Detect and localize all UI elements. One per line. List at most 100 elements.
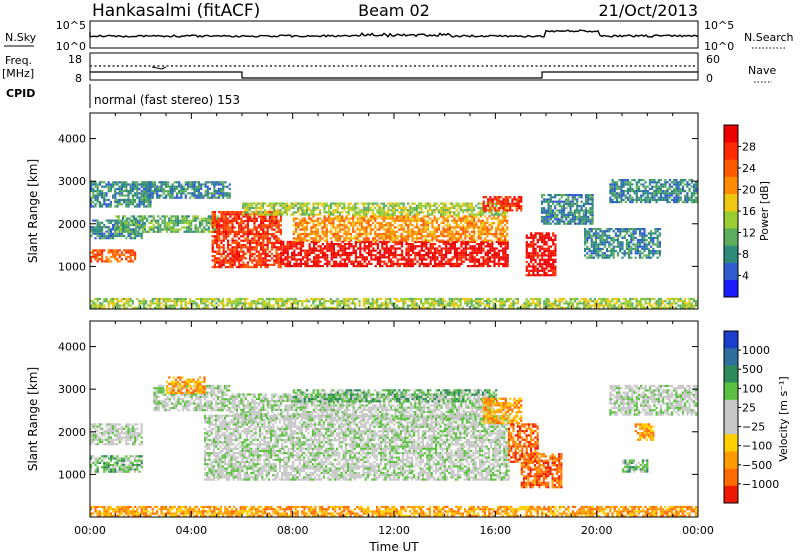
power-cell	[341, 217, 344, 220]
power-cell	[639, 245, 642, 248]
power-cell	[545, 216, 548, 219]
power-cell	[299, 258, 302, 261]
power-cell	[659, 183, 663, 186]
power-cell	[389, 204, 392, 207]
power-cell	[207, 230, 210, 233]
power-cell	[370, 254, 373, 257]
power-cell	[107, 251, 110, 254]
power-cell	[462, 217, 465, 220]
power-cell	[415, 211, 418, 214]
power-cell	[591, 216, 594, 219]
power-cell	[198, 221, 202, 225]
power-cell	[440, 202, 443, 205]
power-cell	[134, 237, 137, 240]
power-cell	[197, 183, 201, 186]
power-cell	[305, 202, 308, 205]
power-cell	[112, 196, 115, 199]
power-cell	[303, 228, 306, 231]
power-cell	[123, 249, 126, 252]
power-cell	[347, 209, 350, 212]
power-cell	[337, 251, 340, 254]
power-cell	[313, 251, 316, 254]
power-cell	[312, 224, 315, 227]
power-cell	[290, 204, 293, 207]
power-cell	[148, 230, 151, 233]
power-cell	[147, 194, 150, 197]
power-cell	[197, 187, 201, 190]
power-cell	[339, 254, 342, 257]
power-cell	[425, 262, 428, 265]
power-cell	[525, 256, 528, 259]
power-cell	[453, 265, 456, 268]
power-cell	[229, 252, 232, 255]
power-cell	[124, 215, 127, 218]
power-cell	[92, 194, 95, 197]
power-cell	[292, 211, 295, 214]
power-cell	[426, 219, 430, 222]
power-cell	[502, 256, 505, 259]
power-cell	[611, 181, 614, 184]
power-cell	[217, 190, 220, 193]
power-cell	[582, 218, 585, 221]
power-cell	[98, 258, 101, 261]
power-cell	[129, 232, 132, 235]
power-cell	[367, 232, 370, 236]
power-cell	[101, 251, 104, 254]
power-cell	[220, 261, 223, 264]
power-cell	[367, 226, 370, 229]
power-cell	[124, 224, 127, 227]
power-cell	[224, 226, 227, 229]
power-cell	[216, 235, 219, 238]
power-cell	[547, 220, 550, 223]
power-cell	[664, 183, 667, 186]
power-cell	[391, 235, 394, 238]
power-cell	[218, 228, 221, 231]
power-cell	[666, 190, 669, 193]
power-cell	[227, 222, 230, 225]
power-cell	[270, 202, 273, 205]
power-cell	[105, 234, 108, 238]
power-cell	[482, 207, 485, 210]
power-cell	[547, 252, 550, 255]
power-cell	[547, 258, 550, 261]
power-cell	[385, 237, 388, 240]
power-cell	[370, 243, 373, 246]
power-cell	[101, 230, 104, 233]
power-cell	[98, 201, 101, 204]
power-cell	[363, 206, 366, 210]
power-cell	[396, 254, 399, 257]
power-cell	[387, 258, 390, 261]
power-cell	[295, 243, 298, 246]
power-cell	[504, 245, 507, 248]
power-cell	[425, 245, 428, 248]
power-cell	[255, 204, 258, 207]
power-cell	[527, 243, 531, 246]
power-cell	[654, 236, 657, 239]
power-cell	[420, 249, 423, 252]
power-cell	[543, 222, 546, 225]
power-cell	[503, 228, 507, 231]
power-cell	[308, 232, 311, 236]
power-cell	[383, 251, 386, 254]
power-cell	[495, 217, 498, 220]
power-cell	[222, 217, 225, 220]
power-cell	[387, 265, 390, 268]
power-cell	[244, 246, 247, 249]
power-cell	[94, 183, 97, 186]
power-cell	[294, 237, 298, 240]
power-cell	[334, 202, 337, 205]
power-cell	[136, 196, 139, 199]
power-cell	[407, 211, 410, 214]
power-cell	[215, 183, 218, 186]
power-cell	[328, 247, 331, 250]
power-cell	[433, 219, 436, 222]
power-cell	[628, 254, 631, 257]
power-cell	[617, 245, 620, 248]
power-cell	[499, 237, 502, 240]
power-cell	[262, 230, 265, 233]
power-cell	[119, 226, 122, 229]
power-cell	[98, 203, 101, 206]
power-cell	[407, 249, 410, 252]
power-cell	[107, 190, 110, 193]
power-cell	[606, 230, 609, 233]
